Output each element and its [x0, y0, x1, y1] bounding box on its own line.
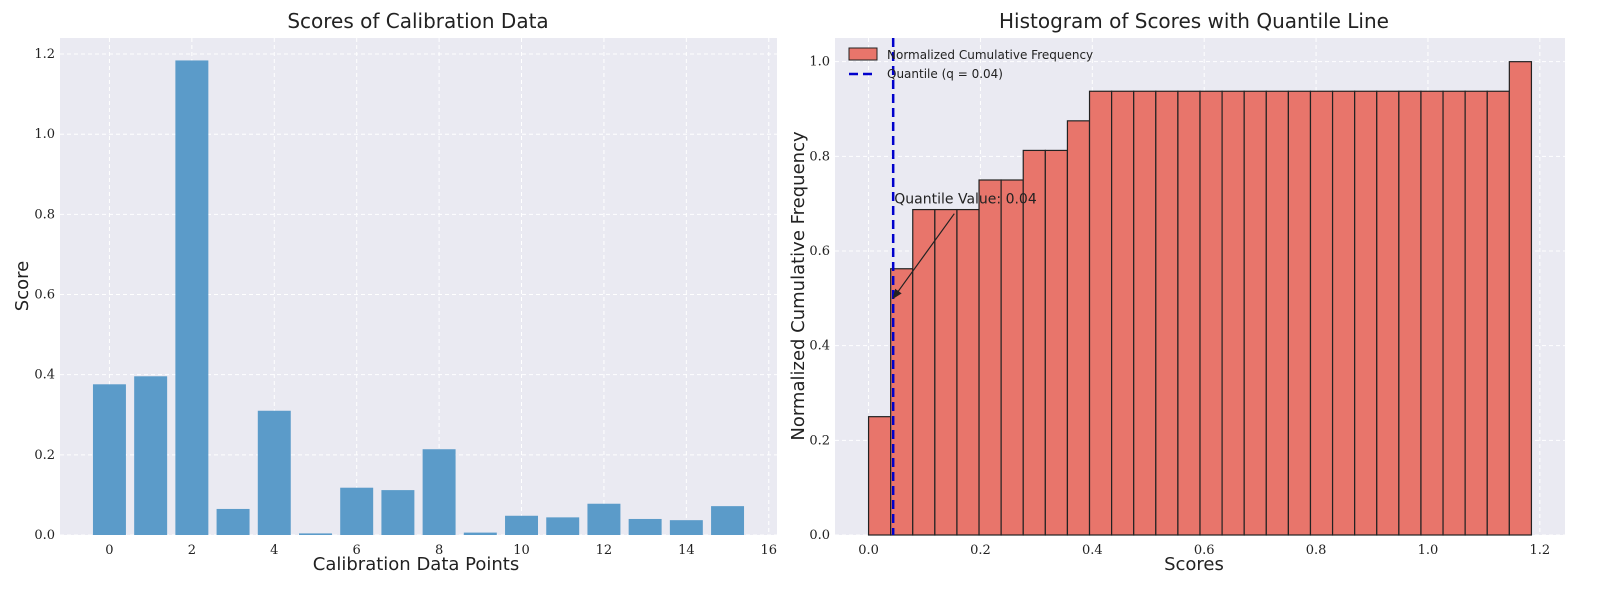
y-tick-label: 1.2 — [34, 47, 55, 62]
histogram-bar — [1155, 90, 1179, 536]
y-tick-label: 0.8 — [34, 207, 55, 222]
bar — [216, 508, 250, 535]
histogram-bar — [1044, 149, 1069, 536]
y-tick-label: 0.0 — [809, 528, 830, 543]
bar — [505, 515, 538, 535]
legend: Normalized Cumulative Frequency Quantile… — [848, 47, 1093, 81]
y-tick-label: 0.4 — [34, 368, 55, 383]
histogram-bar — [956, 208, 980, 536]
histogram-bar — [1088, 90, 1113, 536]
bar — [463, 532, 497, 535]
histogram-bar — [1000, 179, 1024, 536]
histogram-bar — [1331, 90, 1356, 536]
right-x-axis-label: Scores — [1164, 554, 1224, 575]
y-tick-label: 0.0 — [34, 528, 55, 543]
histogram-bar — [978, 179, 1002, 536]
bar — [299, 533, 332, 535]
left-y-axis-label: Score — [12, 261, 33, 311]
histogram-bar — [1221, 90, 1245, 536]
left-chart: 0 2 4 6 8 10 12 14 16 0.0 0.2 0.4 0.6 0.8 1.0 1.2 Scor… — [12, 9, 777, 575]
bar — [711, 506, 745, 535]
histogram-bar — [1265, 90, 1289, 536]
histogram-bar — [1398, 90, 1422, 536]
bar — [175, 60, 209, 535]
histogram-bar — [1133, 90, 1157, 536]
bar — [340, 487, 374, 535]
quantile-annotation-arrow — [892, 213, 955, 300]
x-tick-label: 10 — [513, 543, 530, 558]
bar — [257, 410, 291, 535]
y-tick-label: 0.2 — [809, 433, 830, 448]
histogram-bar — [1177, 90, 1201, 536]
x-tick-label: 0.8 — [1306, 543, 1327, 558]
left-x-ticks: 0 2 4 6 8 10 12 14 16 — [105, 543, 777, 558]
bar — [422, 449, 456, 535]
bar — [381, 490, 415, 535]
histogram-bar — [1309, 90, 1334, 536]
x-tick-label: 16 — [760, 543, 777, 558]
y-tick-label: 1.0 — [809, 55, 830, 70]
right-x-ticks: 0.0 0.2 0.4 0.6 0.8 1.0 1.2 — [858, 543, 1550, 558]
left-x-axis-label: Calibration Data Points — [313, 554, 519, 575]
bar — [546, 517, 580, 535]
histogram-bar — [1111, 90, 1135, 536]
x-tick-label: 4 — [270, 543, 278, 558]
histogram-bar — [1376, 90, 1400, 536]
y-tick-label: 0.8 — [809, 149, 830, 164]
right-y-axis-label: Normalized Cumulative Frequency — [788, 131, 809, 441]
left-bars — [92, 60, 745, 535]
histogram-bar — [1022, 149, 1046, 536]
left-y-ticks: 0.0 0.2 0.4 0.6 0.8 1.0 1.2 — [34, 47, 55, 543]
left-plot-area — [60, 38, 777, 535]
x-tick-label: 1.0 — [1418, 543, 1439, 558]
quantile-annotation: Quantile Value: 0.04 — [894, 192, 1037, 208]
y-tick-label: 0.6 — [809, 244, 830, 259]
y-tick-label: 0.6 — [34, 288, 55, 303]
histogram-bar — [934, 208, 958, 536]
bar — [92, 384, 126, 535]
left-chart-title: Scores of Calibration Data — [287, 9, 548, 33]
x-tick-label: 1.2 — [1529, 543, 1550, 558]
bar — [669, 520, 703, 535]
histogram-bar — [1442, 90, 1466, 536]
x-tick-label: 0.2 — [970, 543, 991, 558]
legend-entry-quantile: Quantile (q = 0.04) — [887, 67, 1003, 81]
histogram-bar — [1287, 90, 1312, 536]
legend-entry-frequency: Normalized Cumulative Frequency — [887, 48, 1093, 62]
right-histogram-bars — [867, 61, 1533, 536]
histogram-bar — [1243, 90, 1267, 536]
x-tick-label: 12 — [596, 543, 613, 558]
histogram-bar — [1066, 120, 1091, 536]
histogram-bar — [912, 208, 936, 536]
x-tick-label: 2 — [188, 543, 196, 558]
histogram-bar — [1199, 90, 1223, 536]
legend-bar-swatch — [848, 47, 878, 61]
bar — [134, 376, 168, 535]
histogram-bar — [867, 416, 892, 536]
histogram-bar — [1486, 90, 1510, 536]
x-tick-label: 6 — [353, 543, 361, 558]
x-tick-label: 14 — [678, 543, 695, 558]
x-tick-label: 0.0 — [858, 543, 879, 558]
bar — [587, 503, 621, 535]
x-tick-label: 0 — [105, 543, 113, 558]
y-tick-label: 1.0 — [34, 127, 55, 142]
histogram-bar — [1464, 90, 1488, 536]
histogram-bar — [1354, 90, 1378, 536]
bar — [628, 518, 662, 535]
right-chart-title: Histogram of Scores with Quantile Line — [999, 9, 1389, 33]
x-tick-label: 0.4 — [1082, 543, 1103, 558]
histogram-bar — [1420, 90, 1444, 536]
y-tick-label: 0.4 — [809, 339, 830, 354]
right-chart: Quantile Value: 0.04 0.0 0.2 0.4 0.6 0.8 1.0 1… — [788, 9, 1565, 575]
right-y-ticks: 0.0 0.2 0.4 0.6 0.8 1.0 — [809, 55, 830, 543]
x-tick-label: 8 — [435, 543, 443, 558]
x-tick-label: 0.6 — [1194, 543, 1215, 558]
y-tick-label: 0.2 — [34, 448, 55, 463]
histogram-bar — [1508, 61, 1533, 536]
